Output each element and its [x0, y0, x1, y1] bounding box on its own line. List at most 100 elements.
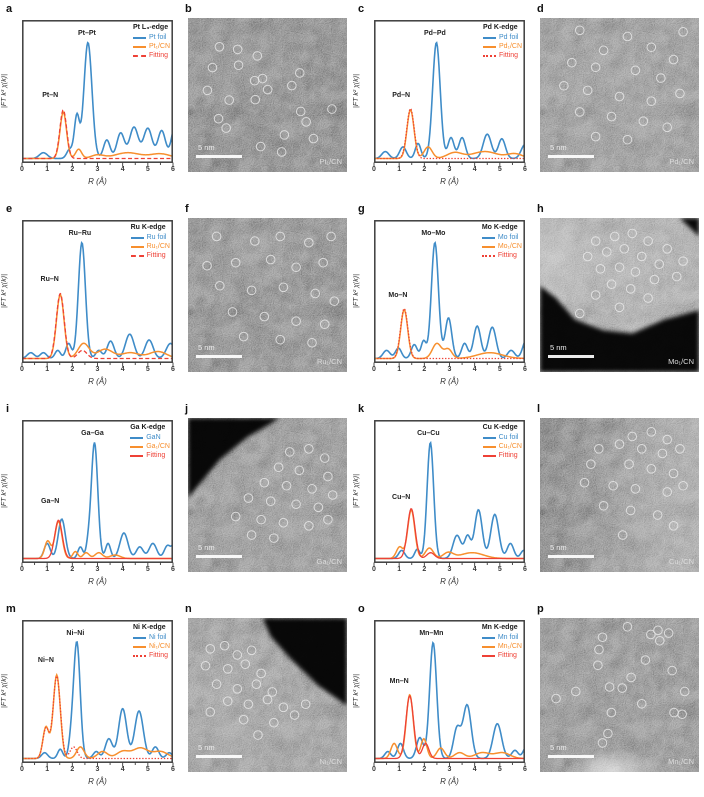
atom-circle: [582, 251, 593, 262]
x-tick-label: 6: [171, 166, 175, 173]
x-tick-label: 0: [372, 166, 376, 173]
atom-circle: [590, 62, 601, 73]
peak-label-pd-pd: Pd–Pd: [423, 30, 446, 38]
x-tick-label: 6: [171, 366, 175, 373]
x-tick-label: 4: [472, 166, 477, 173]
legend-line-swatch: [130, 445, 144, 448]
atom-circle: [205, 644, 216, 654]
atom-circle: [654, 635, 665, 646]
legend-item: Fitting: [132, 51, 170, 60]
x-tick-label: 0: [372, 766, 376, 773]
stem-image-d: [540, 18, 699, 172]
x-axis-label: R (Å): [88, 777, 107, 786]
atom-circle: [656, 73, 666, 83]
x-tick-label: 0: [20, 366, 24, 373]
atom-circle: [551, 693, 561, 704]
atom-circle: [256, 668, 266, 679]
series-fitting: [375, 695, 524, 760]
legend-c: Pd K-edge Pd foil Pd₁/CN Fitting: [483, 23, 522, 60]
edge-label: Ru K-edge: [130, 224, 166, 231]
atom-circle: [246, 530, 257, 540]
atom-circle: [273, 462, 284, 473]
legend-item: Mo foil: [481, 233, 522, 242]
atom-circle: [630, 267, 641, 277]
atom-circle: [269, 533, 279, 543]
atom-circles: [200, 640, 311, 740]
x-tick-label: 4: [120, 366, 125, 373]
atom-circle: [595, 264, 606, 274]
atom-circle: [627, 431, 638, 442]
legend-item: Pd₁/CN: [483, 42, 522, 51]
panel-letter-p: p: [537, 603, 544, 615]
atom-circle: [675, 88, 685, 99]
atom-circle: [289, 710, 300, 720]
x-tick-label: 5: [497, 366, 502, 373]
atom-circle: [678, 27, 688, 37]
atom-circle: [654, 259, 665, 270]
peak-label-cu-n: Cu–N: [392, 493, 411, 501]
atom-circle: [604, 682, 615, 692]
atom-circle: [224, 95, 234, 105]
atom-circle: [275, 334, 286, 345]
exafs-chart-o: [373, 620, 526, 767]
atom-circle: [222, 696, 233, 706]
peak-label-pt-n: Pt–N: [42, 91, 59, 99]
legend-item: Ni₁/CN: [132, 642, 170, 651]
legend-item: GaN: [130, 433, 170, 442]
atom-circle: [243, 699, 254, 710]
panel-letter-o: o: [358, 603, 365, 615]
atom-circle: [279, 130, 290, 140]
x-tick-label: 0: [372, 566, 376, 573]
peak-label-mo-mo: Mo–Mo: [421, 230, 446, 238]
atom-circle: [227, 307, 238, 317]
atom-circle: [211, 679, 222, 690]
x-tick-label: 3: [95, 166, 100, 173]
legend-label: Fitting: [146, 452, 166, 459]
atom-circle: [662, 122, 672, 133]
dark-region: [540, 285, 699, 372]
legend-item: Pt foil: [132, 33, 170, 42]
atom-circle: [232, 650, 243, 660]
atom-circle: [675, 444, 685, 454]
atom-circle: [294, 465, 305, 476]
atom-circle: [579, 477, 590, 488]
legend-label: Fitting: [148, 652, 169, 659]
atom-circle: [636, 251, 647, 262]
atom-circle: [643, 236, 653, 246]
atom-circle: [230, 511, 241, 522]
legend-item: Fitting: [130, 251, 170, 260]
atom-circle: [278, 702, 289, 713]
legend-label: Cu₁/CN: [498, 443, 522, 450]
panel-letter-l: l: [537, 403, 541, 415]
series-pt-cn: [23, 111, 172, 160]
peak-label-pt-pt: Pt–Pt: [77, 30, 96, 38]
atom-circle: [222, 664, 233, 674]
x-tick-label: 1: [397, 366, 402, 373]
legend-line-swatch: [482, 445, 496, 448]
x-tick-label: 0: [372, 366, 376, 373]
legend-line-swatch: [481, 645, 495, 648]
x-tick-label: 1: [397, 566, 402, 573]
legend-o: Mn K-edge Mn foil Mn₁/CN Fitting: [481, 623, 522, 660]
atom-circle: [594, 444, 604, 454]
atom-circle: [304, 521, 314, 531]
atom-circle: [243, 493, 254, 503]
atom-circle: [671, 271, 682, 282]
x-axis-label: R (Å): [88, 577, 107, 586]
scale-bar: [196, 555, 242, 558]
atom-circle: [646, 96, 657, 106]
legend-label: Fitting: [497, 252, 517, 259]
legend-item: Ru foil: [130, 233, 170, 242]
atom-circle: [646, 42, 657, 53]
x-tick-label: 1: [45, 166, 50, 173]
atom-circle: [291, 499, 301, 510]
legend-a: Pt L₃-edge Pt foil Pt₁/CN Fitting: [132, 23, 170, 60]
sample-label: Ga₁/CN: [316, 557, 342, 566]
x-tick-label: 4: [472, 766, 477, 773]
atom-circle: [278, 282, 289, 293]
atom-circle: [256, 514, 266, 525]
atom-circle: [318, 257, 328, 268]
legend-item: Mn₁/CN: [481, 642, 522, 651]
legend-label: Pt foil: [148, 34, 167, 41]
x-tick-label: 6: [171, 566, 175, 573]
